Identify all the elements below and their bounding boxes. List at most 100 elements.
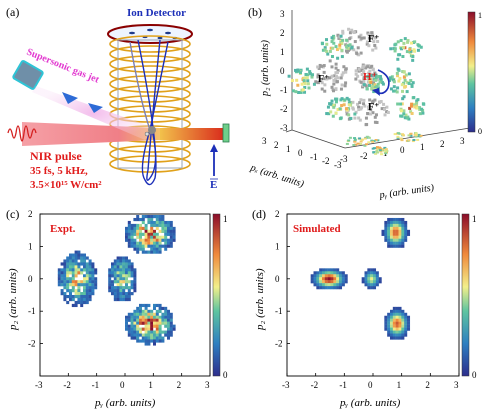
cbar-c-bottom: 0 — [223, 370, 228, 380]
grey-pixel — [367, 107, 371, 111]
heatmap-cell — [125, 271, 128, 275]
nir-line1: 35 fs, 5 kHz, — [30, 165, 88, 177]
color-pixel — [325, 49, 329, 53]
heatmap-cell — [155, 303, 159, 308]
d-y-ticks: 2 1 0 -1 -2 — [275, 209, 290, 349]
grey-pixel — [362, 80, 366, 84]
heatmap-cell — [141, 238, 145, 242]
floor-pixel — [353, 138, 357, 141]
heatmap-cell — [60, 274, 64, 278]
floor-pixel — [414, 135, 418, 138]
heatmap-cell — [88, 259, 92, 263]
heatmap-cell — [74, 250, 78, 254]
heatmap-cell — [144, 238, 148, 242]
heatmap-cell — [116, 268, 120, 272]
heatmap-cell — [127, 226, 131, 231]
heatmap-cell — [153, 321, 156, 325]
heatmap-cell — [133, 229, 137, 233]
grey-pixel — [335, 71, 339, 75]
x-tick-label: -1 — [92, 380, 100, 390]
grey-pixel — [340, 73, 344, 77]
heatmap-cell — [130, 226, 134, 231]
heatmap-cell — [172, 232, 176, 236]
heatmap-cell — [125, 324, 128, 328]
heatmap-cell — [147, 217, 151, 222]
grey-pixel — [356, 102, 360, 106]
z-tick-label: 0 — [280, 66, 285, 76]
z-ticks: 3 2 1 0 -1 -2 -3 — [280, 9, 288, 133]
heatmap-cell — [71, 274, 75, 278]
color-pixel — [407, 117, 411, 121]
heatmap-cell — [375, 274, 379, 278]
heatmap-cell — [319, 283, 323, 287]
grey-pixel — [373, 71, 377, 75]
heatmap-cell — [119, 295, 123, 299]
heatmap-cell — [119, 262, 123, 266]
heatmap-cell — [141, 244, 145, 248]
grey-pixel — [323, 83, 327, 87]
heatmap-cell — [390, 330, 394, 334]
heatmap-cell — [390, 324, 394, 328]
grey-pixel — [314, 80, 318, 84]
heatmap-cell — [80, 253, 84, 257]
heatmap-cell — [127, 262, 131, 266]
floor-pixel — [396, 136, 400, 139]
heatmap-cell — [161, 318, 165, 322]
heatmap-cell — [122, 286, 126, 290]
heatmap-cell — [144, 229, 148, 233]
heatmap-cell — [130, 244, 134, 248]
z-tick-label: -1 — [280, 85, 288, 95]
heatmap-cell — [71, 256, 75, 260]
heatmap-cell — [125, 286, 128, 290]
grey-pixel — [316, 75, 320, 79]
color-pixel — [304, 72, 308, 76]
heatmap-cell — [322, 286, 326, 290]
color-pixel — [287, 74, 291, 78]
grey-pixel — [328, 59, 332, 63]
heatmap-cell — [398, 217, 402, 222]
y-tick-label: -1 — [380, 148, 388, 158]
heatmap-cell — [392, 217, 396, 222]
heatmap-cell — [392, 321, 396, 325]
heatmap-cell — [364, 271, 368, 275]
grey-pixel — [354, 72, 358, 76]
grey-pixel — [347, 117, 351, 121]
grey-pixel — [372, 81, 376, 85]
color-pixel — [291, 89, 295, 93]
heatmap-cell — [390, 333, 394, 337]
heatmap-cell — [404, 333, 408, 337]
heatmap-cell — [327, 277, 331, 281]
heatmap-cell — [370, 274, 374, 278]
heatmap-cell — [150, 330, 154, 334]
heatmap-cell — [63, 259, 67, 263]
heatmap-cell — [125, 265, 128, 269]
f-plus-label-left: F⁺ — [318, 74, 329, 85]
heatmap-cell — [327, 274, 331, 278]
color-pixel — [405, 116, 409, 120]
heatmap-cell — [77, 265, 81, 269]
color-pixel — [401, 54, 405, 58]
heatmap-cell — [398, 232, 402, 236]
heatmap-cell — [125, 327, 128, 331]
cbar-b-bottom: 0 — [478, 127, 482, 136]
heatmap-cell — [169, 321, 173, 325]
heatmap-cell — [88, 283, 92, 287]
heatmap-cell — [373, 271, 377, 275]
heatmap-cell — [164, 309, 168, 313]
heatmap-cell — [136, 217, 140, 222]
heatmap-cell — [172, 324, 176, 328]
grey-pixel — [358, 101, 362, 105]
x-tick-label: -1 — [339, 380, 347, 390]
heatmap-cell — [322, 283, 326, 287]
heatmap-cell — [63, 292, 67, 296]
heatmap-cell — [133, 241, 137, 245]
heatmap-cell — [125, 321, 128, 325]
grey-pixel — [348, 47, 352, 51]
heatmap-cell — [130, 271, 134, 275]
heatmap-cell — [119, 286, 123, 290]
heatmap-cell — [404, 232, 408, 236]
grey-pixel — [319, 64, 323, 68]
heatmap-cell — [144, 241, 148, 245]
y-tick-label: -1 — [28, 306, 36, 316]
heatmap-cell — [66, 280, 70, 284]
